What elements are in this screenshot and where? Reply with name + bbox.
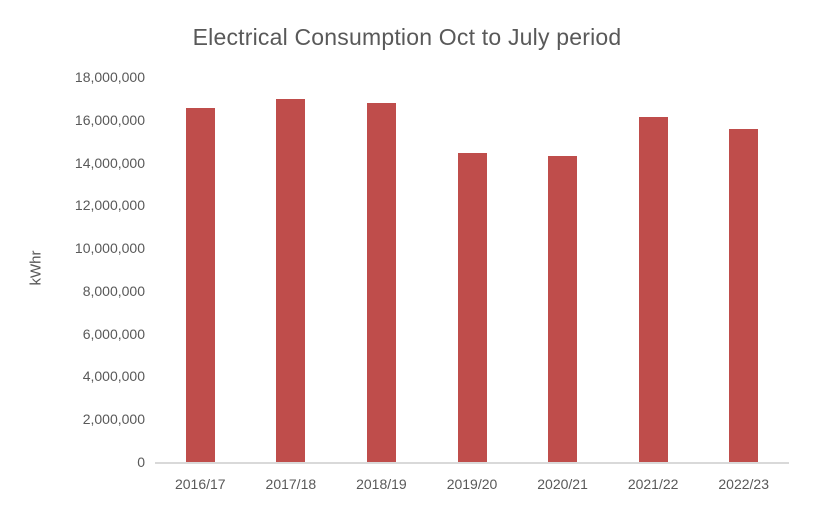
plot-area — [155, 77, 789, 464]
bar-2022/23 — [729, 129, 759, 462]
y-tick-label: 10,000,000 — [74, 240, 145, 257]
x-tick-label: 2018/19 — [356, 476, 407, 492]
bar-2016/17 — [185, 108, 215, 462]
y-tick-label: 2,000,000 — [82, 411, 145, 428]
bar-2020/21 — [548, 156, 578, 462]
bar-2021/22 — [638, 116, 668, 462]
y-tick-label: 12,000,000 — [74, 197, 145, 214]
bar-2018/19 — [366, 102, 396, 462]
x-tick-label: 2022/23 — [718, 476, 769, 492]
y-tick-label: 14,000,000 — [74, 154, 145, 171]
chart-title: Electrical Consumption Oct to July perio… — [192, 24, 622, 50]
bar-2017/18 — [276, 99, 306, 462]
y-tick-label: 6,000,000 — [82, 325, 145, 342]
y-tick-label: 4,000,000 — [82, 368, 145, 385]
x-tick-label: 2017/18 — [265, 476, 317, 492]
bar-2019/20 — [457, 152, 487, 462]
x-tick-label: 2019/20 — [446, 476, 498, 492]
y-tick-label: 16,000,000 — [74, 111, 145, 128]
x-tick-label: 2020/21 — [537, 476, 588, 492]
y-tick-label: 8,000,000 — [82, 282, 145, 299]
y-tick-label: 18,000,000 — [74, 69, 145, 85]
y-tick-label: 0 — [137, 454, 145, 470]
x-tick-label: 2016/17 — [174, 476, 226, 492]
x-tick-label: 2021/22 — [627, 476, 679, 492]
